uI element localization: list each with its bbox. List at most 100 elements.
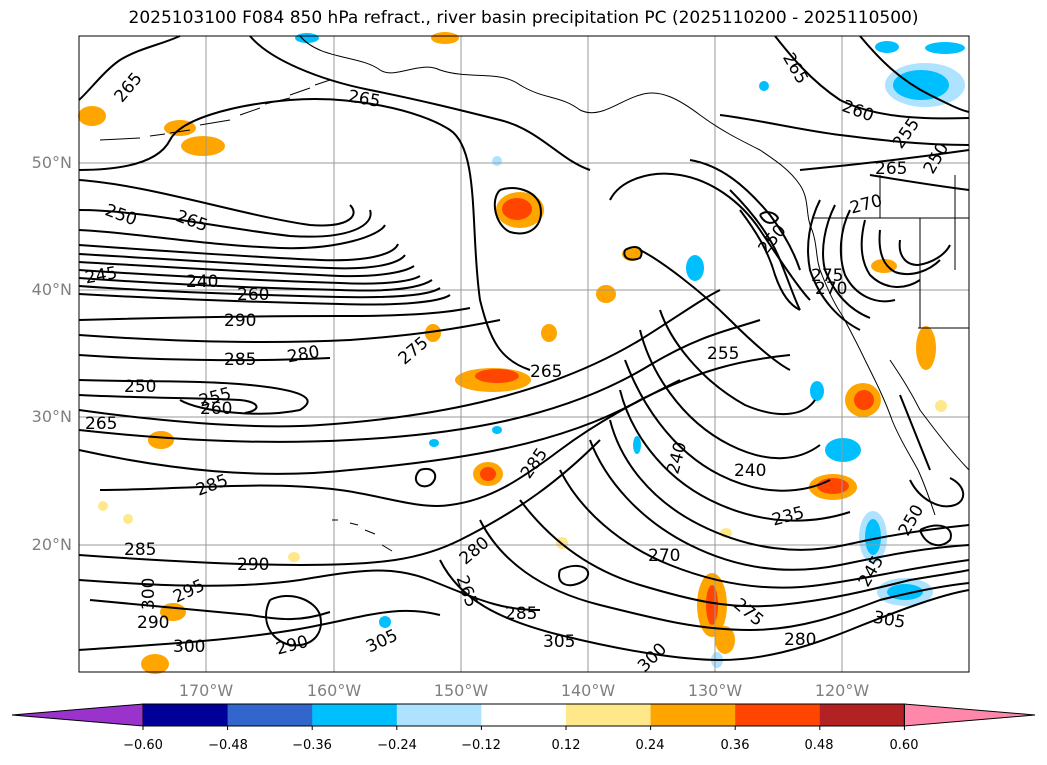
precip-patch <box>475 369 519 383</box>
map-title: 2025103100 F084 850 hPa refract., river … <box>128 8 919 28</box>
contour-line <box>99 379 681 507</box>
contour-line <box>78 98 531 371</box>
colorbar-tick-label: −0.36 <box>292 738 332 753</box>
colorbar-bin <box>396 704 482 726</box>
contour-label: 250 <box>124 377 156 397</box>
colorbar-over-arrow <box>903 703 1036 727</box>
contour-label: 290 <box>224 311 256 331</box>
lat-label: 40°N <box>31 280 72 299</box>
lon-label: 130°W <box>687 681 743 700</box>
contour-line <box>589 439 970 571</box>
precip-patch <box>633 436 641 454</box>
contour-line <box>919 524 952 547</box>
map-frame <box>78 35 970 673</box>
colorbar-bin <box>735 704 821 726</box>
precip-patch <box>759 81 769 91</box>
precip-patch <box>288 552 300 562</box>
colorbar-bin <box>312 704 398 726</box>
precip-patch <box>502 198 532 220</box>
precip-patch <box>893 70 949 100</box>
contour-label: 285 <box>224 350 256 370</box>
precip-patch <box>429 439 439 447</box>
contour-line <box>639 329 821 460</box>
contour-line <box>878 229 941 276</box>
contour-line <box>729 189 801 311</box>
colorbar-tick-label: 0.48 <box>804 738 834 753</box>
contour-line <box>799 149 970 171</box>
contour-line <box>639 249 791 371</box>
contour-line <box>739 209 801 311</box>
colorbar-tick-label: 0.36 <box>720 738 750 753</box>
contour-line <box>898 239 951 267</box>
contour-line <box>899 394 931 471</box>
colorbar-bin <box>143 704 229 726</box>
precip-patch <box>141 654 169 674</box>
contour-line <box>479 519 970 632</box>
contour-line <box>78 285 441 299</box>
contour-label: 265 <box>530 362 562 382</box>
colorbar-bin <box>566 704 652 726</box>
lat-label: 50°N <box>31 153 72 172</box>
lon-label: 170°W <box>178 681 234 700</box>
contour-label: 280 <box>784 630 816 650</box>
precip-patch <box>541 324 557 342</box>
contour-line <box>439 559 970 662</box>
contour-line <box>624 359 831 492</box>
contour-label: 270 <box>648 546 680 566</box>
contour-line <box>78 224 386 250</box>
lat-label: 30°N <box>31 407 72 426</box>
contour-label: 265 <box>875 159 907 179</box>
contour-line <box>78 319 501 344</box>
map-plot-background <box>79 36 969 672</box>
precip-patch <box>123 514 133 524</box>
precip-patch <box>181 136 225 156</box>
precip-patch <box>810 381 824 401</box>
precip-patch <box>148 431 174 449</box>
contour-label: 290 <box>237 555 269 575</box>
precip-patches <box>78 32 965 674</box>
contour-line <box>689 159 801 271</box>
contour-line <box>78 379 309 415</box>
colorbar-frame <box>142 703 905 727</box>
lon-label: 140°W <box>560 681 616 700</box>
contour-label: 260 <box>200 399 232 419</box>
precip-patch <box>98 501 108 511</box>
colorbar-bin <box>819 704 905 726</box>
contour-line <box>807 199 861 331</box>
contour-line <box>78 209 372 238</box>
contour-label: 285 <box>505 604 537 624</box>
precip-patch <box>875 41 899 53</box>
contour-line <box>78 307 471 321</box>
contour-label: 270 <box>815 279 847 299</box>
colorbar-tick-label: 0.60 <box>889 738 919 753</box>
contour-line <box>822 204 871 319</box>
contour-label: 240 <box>186 272 218 292</box>
colorbar-tick-label: −0.60 <box>123 738 163 753</box>
contour-line <box>78 569 541 611</box>
precip-patch <box>492 156 502 166</box>
contour-line <box>78 354 331 362</box>
lon-label: 150°W <box>433 681 489 700</box>
contour-line <box>619 389 851 522</box>
contour-line <box>609 419 970 551</box>
colorbar-bin <box>481 704 567 726</box>
precip-patch <box>817 478 849 494</box>
precip-patch <box>431 32 459 44</box>
contour-line <box>78 293 451 306</box>
contour-line <box>909 477 965 508</box>
colorbar-tick-label: −0.48 <box>208 738 248 753</box>
precip-patch <box>706 585 718 625</box>
contour-line <box>78 289 721 428</box>
contour-line <box>78 277 433 292</box>
coastlines <box>99 35 970 552</box>
contour-line <box>249 35 591 171</box>
hawaii-islands <box>332 519 393 552</box>
contour-line <box>78 269 421 285</box>
precip-patch <box>854 390 874 410</box>
precip-patch <box>686 255 704 281</box>
contour-line <box>414 467 437 488</box>
contour-line <box>609 172 811 301</box>
lat-label: 20°N <box>31 535 72 554</box>
precip-patch <box>295 33 319 43</box>
